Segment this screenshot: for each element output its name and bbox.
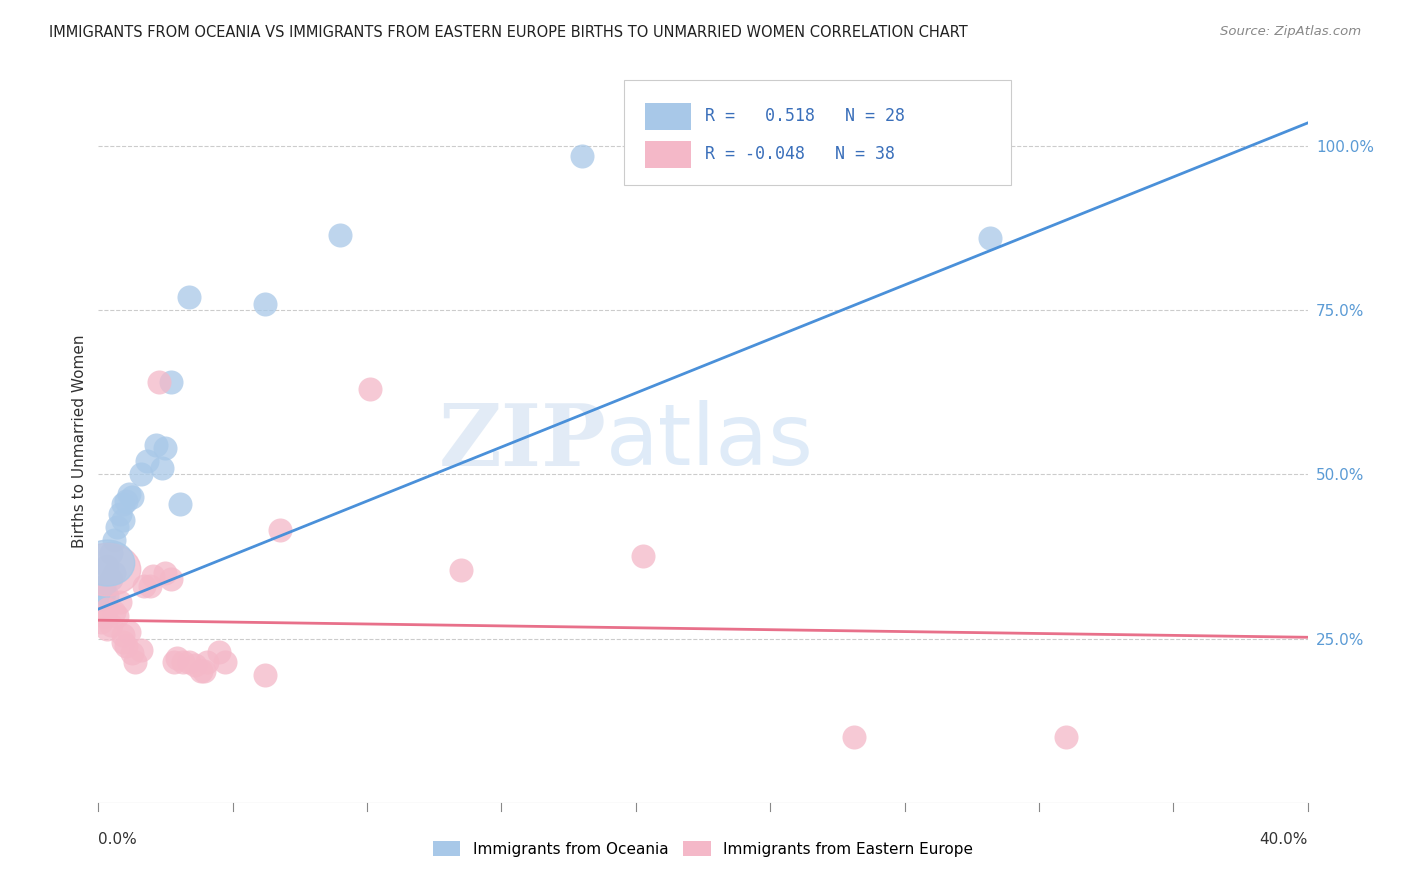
Point bbox=[163, 655, 186, 669]
Text: atlas: atlas bbox=[606, 400, 814, 483]
Point bbox=[96, 622, 118, 636]
Ellipse shape bbox=[80, 540, 135, 586]
Ellipse shape bbox=[75, 543, 141, 596]
Point bbox=[93, 608, 115, 623]
Point bbox=[160, 573, 183, 587]
Text: ZIP: ZIP bbox=[439, 400, 606, 483]
Point bbox=[139, 579, 162, 593]
Point bbox=[129, 643, 152, 657]
Point bbox=[118, 625, 141, 640]
Legend: Immigrants from Oceania, Immigrants from Eastern Europe: Immigrants from Oceania, Immigrants from… bbox=[433, 841, 973, 856]
Point bbox=[100, 618, 122, 632]
Point bbox=[96, 602, 118, 616]
Point bbox=[93, 585, 115, 599]
Point bbox=[103, 566, 125, 580]
Point bbox=[253, 296, 276, 310]
Text: 0.0%: 0.0% bbox=[98, 831, 138, 847]
Text: IMMIGRANTS FROM OCEANIA VS IMMIGRANTS FROM EASTERN EUROPE BIRTHS TO UNMARRIED WO: IMMIGRANTS FROM OCEANIA VS IMMIGRANTS FR… bbox=[49, 25, 967, 40]
Point bbox=[208, 645, 231, 659]
Point bbox=[184, 657, 207, 672]
Point bbox=[114, 640, 136, 654]
Point bbox=[121, 646, 143, 660]
Point bbox=[844, 730, 866, 744]
Point bbox=[190, 665, 212, 679]
Point bbox=[100, 573, 122, 587]
Point bbox=[979, 231, 1001, 245]
Point bbox=[118, 487, 141, 501]
Point bbox=[179, 290, 201, 304]
Point bbox=[111, 497, 134, 511]
Point bbox=[111, 635, 134, 649]
Point bbox=[103, 605, 125, 619]
Point bbox=[93, 579, 115, 593]
Point bbox=[108, 595, 131, 609]
FancyBboxPatch shape bbox=[624, 80, 1011, 185]
Point bbox=[105, 520, 128, 534]
Point bbox=[329, 227, 352, 242]
Point bbox=[269, 523, 291, 537]
Point bbox=[450, 563, 472, 577]
Point bbox=[1054, 730, 1077, 744]
Point bbox=[90, 615, 112, 630]
Point bbox=[153, 566, 176, 580]
Point bbox=[135, 454, 157, 468]
Point bbox=[105, 608, 128, 623]
Point bbox=[160, 376, 183, 390]
Point bbox=[124, 655, 146, 669]
FancyBboxPatch shape bbox=[645, 141, 690, 169]
Point bbox=[195, 655, 218, 669]
Point bbox=[253, 667, 276, 681]
Point bbox=[179, 655, 201, 669]
Point bbox=[108, 507, 131, 521]
Point bbox=[150, 460, 173, 475]
Y-axis label: Births to Unmarried Women: Births to Unmarried Women bbox=[72, 334, 87, 549]
Text: 40.0%: 40.0% bbox=[1260, 831, 1308, 847]
Point bbox=[111, 628, 134, 642]
Point bbox=[100, 546, 122, 560]
Point bbox=[114, 493, 136, 508]
FancyBboxPatch shape bbox=[645, 103, 690, 130]
Point bbox=[166, 651, 188, 665]
Point bbox=[193, 665, 215, 679]
Point bbox=[96, 589, 118, 603]
Point bbox=[121, 491, 143, 505]
Point bbox=[103, 533, 125, 547]
Point bbox=[169, 497, 191, 511]
Point bbox=[145, 438, 167, 452]
Point bbox=[142, 569, 165, 583]
Point bbox=[153, 441, 176, 455]
Point bbox=[129, 467, 152, 482]
Point bbox=[90, 592, 112, 607]
Point bbox=[96, 559, 118, 574]
Text: Source: ZipAtlas.com: Source: ZipAtlas.com bbox=[1220, 25, 1361, 38]
Point bbox=[571, 149, 593, 163]
Text: R =   0.518   N = 28: R = 0.518 N = 28 bbox=[706, 107, 905, 125]
Point bbox=[132, 579, 155, 593]
Point bbox=[360, 382, 382, 396]
Text: R = -0.048   N = 38: R = -0.048 N = 38 bbox=[706, 145, 896, 163]
Point bbox=[631, 549, 654, 564]
Point bbox=[172, 655, 194, 669]
Point bbox=[111, 513, 134, 527]
Point bbox=[214, 655, 236, 669]
Point bbox=[148, 376, 170, 390]
